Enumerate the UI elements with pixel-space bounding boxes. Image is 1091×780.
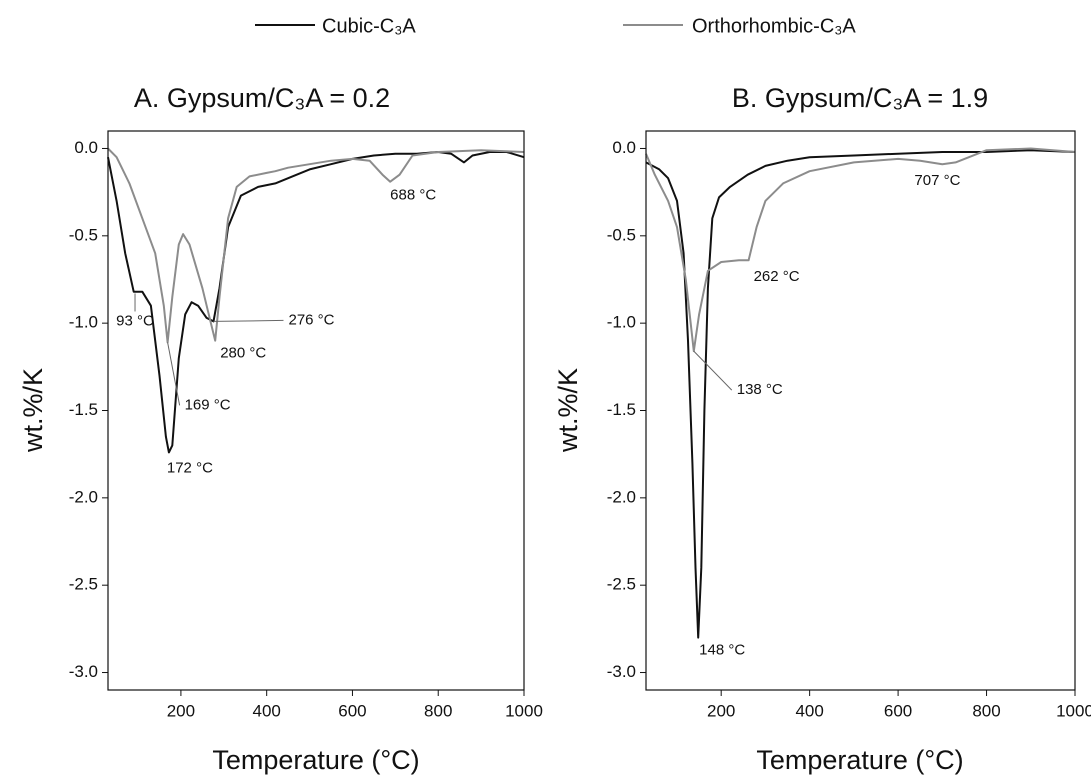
x-tick-label: 200 xyxy=(707,701,735,720)
annotation: 138 °C xyxy=(737,381,783,398)
annotation: 93 °C xyxy=(116,312,154,329)
annotation: 148 °C xyxy=(699,642,745,659)
x-axis-label: Temperature (°C) xyxy=(756,745,963,775)
y-tick-label: -1.0 xyxy=(607,313,636,332)
series-line xyxy=(107,151,525,454)
chart-title: A. Gypsum/C₃A = 0.2 xyxy=(134,83,390,113)
x-tick-label: 400 xyxy=(795,701,823,720)
x-tick-label: 400 xyxy=(252,701,280,720)
y-tick-label: -3.0 xyxy=(69,662,98,681)
y-tick-label: -2.5 xyxy=(69,575,98,594)
chart-title: B. Gypsum/C₃A = 1.9 xyxy=(732,83,988,113)
series-line xyxy=(645,149,1076,639)
x-axis-label: Temperature (°C) xyxy=(212,745,419,775)
plot-frame xyxy=(107,130,525,691)
annotation: 276 °C xyxy=(288,311,334,328)
annotation: 707 °C xyxy=(914,172,960,189)
x-tick-label: 600 xyxy=(338,701,366,720)
y-axis-label: wt.%/K xyxy=(553,368,583,453)
y-tick-label: -3.0 xyxy=(607,662,636,681)
annotation-leader xyxy=(213,319,284,322)
annotation: 172 °C xyxy=(167,459,213,476)
annotation: 169 °C xyxy=(185,396,231,413)
y-tick-label: -2.5 xyxy=(607,575,636,594)
annotation: 280 °C xyxy=(220,345,266,362)
annotation: 688 °C xyxy=(390,187,436,204)
y-tick-label: -0.5 xyxy=(69,225,98,244)
y-tick-label: -0.5 xyxy=(607,225,636,244)
series-line xyxy=(645,147,1076,353)
y-tick-label: -2.0 xyxy=(607,487,636,506)
annotation: 262 °C xyxy=(754,268,800,285)
y-tick-label: 0.0 xyxy=(74,138,98,157)
y-axis-label: wt.%/K xyxy=(18,368,48,453)
y-tick-label: 0.0 xyxy=(612,138,636,157)
y-tick-label: -1.5 xyxy=(69,400,98,419)
plot-frame xyxy=(645,130,1076,691)
x-tick-label: 1000 xyxy=(1056,701,1091,720)
x-tick-label: 600 xyxy=(884,701,912,720)
y-tick-label: -2.0 xyxy=(69,487,98,506)
y-tick-label: -1.5 xyxy=(607,400,636,419)
series-line xyxy=(107,147,525,344)
x-tick-label: 800 xyxy=(972,701,1000,720)
annotation-leader xyxy=(167,342,181,406)
y-tick-label: -1.0 xyxy=(69,313,98,332)
x-tick-label: 1000 xyxy=(505,701,543,720)
legend-label: Orthorhombic-C₃A xyxy=(692,15,856,37)
annotation-leader xyxy=(693,350,733,391)
x-tick-label: 200 xyxy=(167,701,195,720)
x-tick-label: 800 xyxy=(424,701,452,720)
legend-label: Cubic-C₃A xyxy=(322,15,416,37)
